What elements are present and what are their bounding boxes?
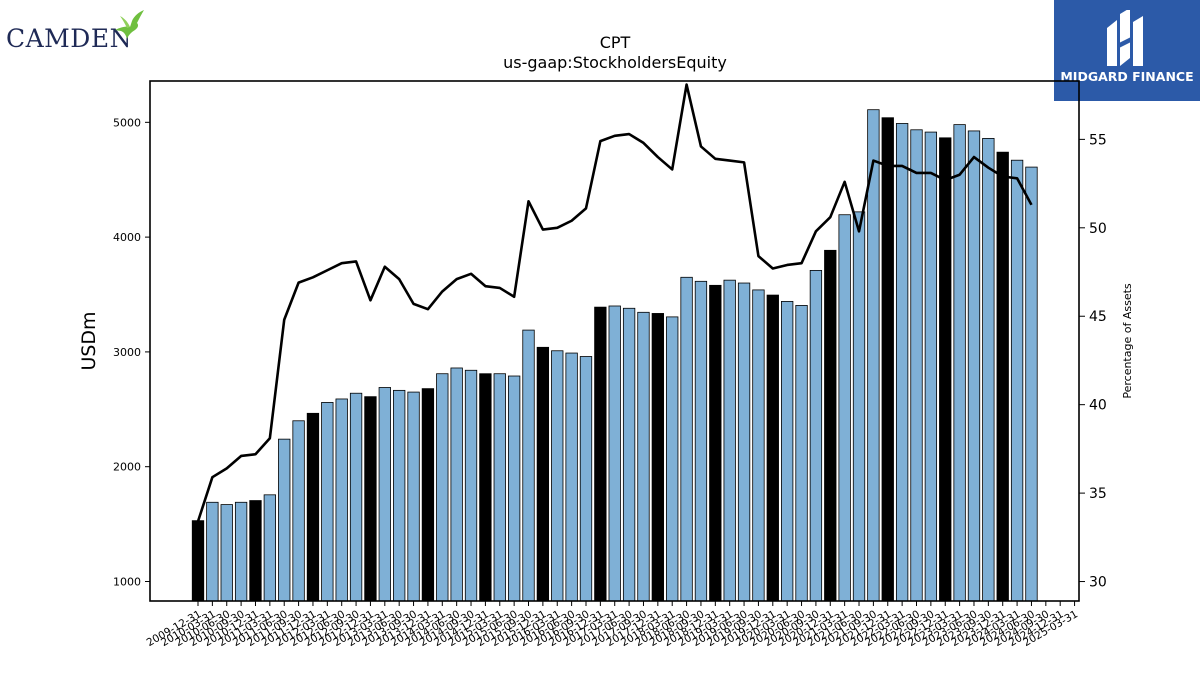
bar <box>637 311 650 602</box>
bar <box>335 398 348 602</box>
y-tick-label: 1000 <box>113 575 141 588</box>
y2-tick-label: 35 <box>1089 486 1107 502</box>
hummingbird-icon <box>115 10 144 39</box>
bar <box>450 367 463 602</box>
y2-tick-label: 55 <box>1089 132 1107 148</box>
bar <box>321 402 334 602</box>
bar <box>982 137 995 602</box>
bar <box>191 520 205 602</box>
camden-logo: CAMDEN <box>6 6 146 56</box>
bar <box>881 117 894 602</box>
bar <box>895 123 909 602</box>
bar <box>651 313 664 602</box>
y-tick-label: 4000 <box>113 231 141 244</box>
series-line <box>196 83 1033 522</box>
bar <box>522 329 535 602</box>
bar <box>737 282 751 602</box>
x-axis-ticks: 2009-12-312010-03-312010-06-302010-09-30… <box>145 601 1080 649</box>
bar <box>263 494 277 602</box>
bar <box>349 392 363 602</box>
bar <box>953 124 966 602</box>
bar-series <box>191 109 1038 602</box>
y-axis-ticks: 1000 2000 3000 4000 5000 <box>113 116 150 588</box>
bar <box>723 279 736 602</box>
bar <box>393 389 406 602</box>
bar <box>565 352 578 602</box>
bar <box>551 350 564 602</box>
y2-tick-label: 40 <box>1089 398 1107 414</box>
bar <box>622 307 636 602</box>
bar <box>852 211 866 602</box>
bar <box>536 346 550 602</box>
line-series <box>196 83 1033 522</box>
bar <box>1010 159 1024 602</box>
chart-subtitle: us-gaap:StockholdersEquity <box>503 53 727 72</box>
bar <box>1025 166 1038 602</box>
midgard-monogram-icon <box>1107 10 1143 66</box>
bar <box>436 373 449 602</box>
y-axis-label: USDm <box>78 311 100 370</box>
bar <box>939 137 952 602</box>
bar <box>809 269 823 602</box>
y2-tick-label: 50 <box>1089 221 1107 237</box>
y-tick-label: 2000 <box>113 461 141 474</box>
bar <box>795 305 808 602</box>
bar <box>666 316 679 602</box>
bar <box>752 289 765 602</box>
bar <box>910 129 923 602</box>
bar <box>967 130 981 602</box>
bar <box>234 501 248 602</box>
bar <box>306 412 320 602</box>
bar <box>407 391 420 602</box>
bar <box>292 420 305 602</box>
bar <box>278 438 291 602</box>
bar <box>781 300 794 602</box>
bar <box>824 249 837 602</box>
bar <box>766 294 779 602</box>
bar <box>507 375 521 602</box>
bar <box>996 151 1009 602</box>
y2-tick-label: 45 <box>1089 309 1107 325</box>
bar <box>421 388 435 602</box>
bar <box>694 280 708 602</box>
y2-axis-ticks: 30 35 40 45 50 55 <box>1079 132 1107 591</box>
chart-title: CPT <box>600 33 631 52</box>
bar <box>479 373 492 602</box>
bar <box>378 387 391 602</box>
bar <box>249 500 262 602</box>
y-tick-label: 5000 <box>113 116 141 129</box>
bar <box>364 396 377 602</box>
y2-tick-label: 30 <box>1089 575 1107 591</box>
bar <box>464 369 478 602</box>
y2-axis-label: Percentage of Assets <box>1121 283 1134 399</box>
bar <box>838 214 851 602</box>
bar <box>206 501 219 602</box>
bar <box>680 276 693 602</box>
bar <box>924 131 938 602</box>
camden-wordmark: CAMDEN <box>6 24 132 53</box>
midgard-wordmark: MIDGARD FINANCE <box>1060 69 1194 84</box>
bar <box>709 284 722 602</box>
bar <box>594 306 607 602</box>
bar <box>579 356 593 602</box>
bar <box>493 373 506 602</box>
bar <box>220 504 233 602</box>
y-tick-label: 3000 <box>113 346 141 359</box>
bar <box>608 305 621 602</box>
